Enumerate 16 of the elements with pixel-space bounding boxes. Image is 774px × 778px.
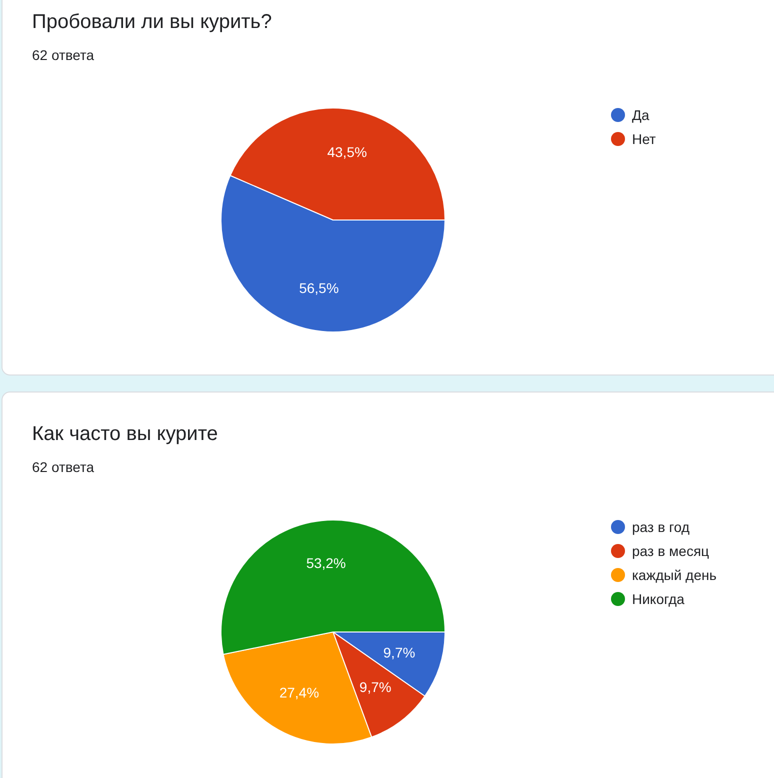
legend-label: раз в месяц — [632, 542, 710, 559]
legend-label: Нет — [632, 130, 656, 147]
legend-label: каждый день — [632, 566, 717, 583]
legend-label: Никогда — [632, 590, 685, 607]
data-label: 53,2% — [306, 554, 346, 571]
chart-title: Как часто вы курите — [32, 423, 218, 445]
chart-title: Пробовали ли вы курить? — [32, 11, 272, 33]
data-label: 27,4% — [279, 684, 320, 701]
text: 62 ответа — [32, 459, 94, 475]
data-label: 56,5% — [299, 280, 339, 296]
data-label: 9,7% — [383, 644, 416, 661]
legend-label: раз в год — [632, 518, 690, 535]
data-label: 9,7% — [359, 678, 392, 695]
text: 62 ответа — [32, 47, 94, 63]
legend-label: Да — [632, 106, 650, 123]
data-label: 43,5% — [327, 144, 367, 160]
